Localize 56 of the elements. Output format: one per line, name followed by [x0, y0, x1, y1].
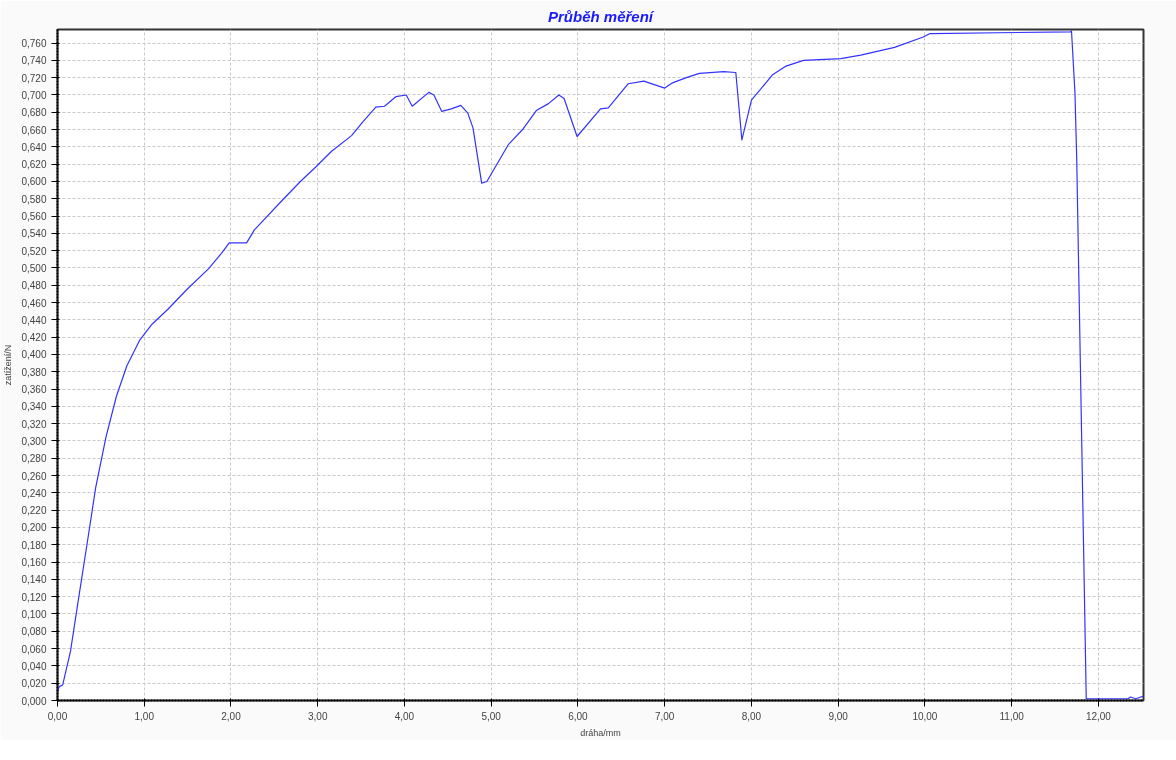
line-series	[57, 30, 1144, 700]
y-tick-label: 0,160	[21, 557, 47, 569]
y-tick-label: 0,540	[21, 228, 47, 240]
y-tick-label: 0,140	[21, 574, 47, 586]
y-tick-label: 0,580	[21, 193, 47, 205]
y-tick-label: 0,560	[21, 211, 47, 223]
x-tick-label: 6,00	[568, 710, 589, 722]
x-tick-label: 10,00	[912, 710, 938, 722]
y-tick-label: 0,220	[21, 505, 47, 517]
y-tick-label: 0,380	[21, 366, 47, 378]
chart-title: Průběh měření	[547, 7, 655, 25]
x-tick-label: 0,00	[47, 710, 68, 722]
y-tick-label: 0,760	[21, 38, 47, 50]
x-tick-label: 3,00	[307, 710, 328, 722]
y-tick-label: 0,740	[21, 55, 47, 67]
y-tick-label: 0,020	[21, 678, 47, 690]
x-tick-label: 8,00	[741, 710, 762, 722]
y-tick-label: 0,480	[21, 280, 47, 292]
y-tick-label: 0,700	[21, 89, 47, 101]
y-tick-label: 0,680	[21, 107, 47, 119]
x-axis-title: dráha/mm	[580, 727, 621, 738]
y-tick-label: 0,660	[21, 124, 47, 136]
y-tick-label: 0,420	[21, 332, 47, 344]
x-tick-label: 12,00	[1085, 710, 1112, 722]
y-tick-label: 0,520	[21, 245, 47, 257]
y-tick-label: 0,300	[21, 435, 47, 447]
y-tick-label: 0,600	[21, 176, 47, 188]
y-tick-label: 0,280	[21, 453, 47, 465]
y-tick-label: 0,240	[21, 487, 47, 499]
y-tick-label: 0,060	[21, 643, 47, 655]
y-tick-label: 0,340	[21, 401, 47, 413]
y-tick-label: 0,400	[21, 349, 47, 361]
y-tick-label: 0,080	[21, 626, 47, 638]
y-tick-label: 0,720	[21, 72, 47, 84]
x-tick-label: 4,00	[394, 710, 415, 722]
y-tick-label: 0,180	[21, 539, 47, 551]
y-tick-label: 0,040	[21, 660, 47, 672]
y-tick-label: 0,100	[21, 609, 47, 620]
x-tick-label: 9,00	[828, 710, 849, 722]
x-tick-label: 11,00	[999, 710, 1025, 722]
y-tick-label: 0,000	[21, 695, 47, 707]
y-tick-label: 0,640	[21, 141, 47, 153]
y-tick-label: 0,260	[21, 470, 47, 482]
x-tick-label: 2,00	[221, 710, 242, 722]
y-tick-label: 0,500	[21, 262, 47, 274]
y-tick-label: 0,360	[21, 384, 47, 396]
y-tick-label: 0,200	[21, 522, 47, 534]
x-tick-label: 5,00	[481, 710, 502, 722]
x-tick-label: 1,00	[134, 710, 155, 722]
y-tick-label: 0,460	[21, 297, 47, 309]
y-tick-label: 0,120	[21, 591, 47, 603]
y-tick-label: 0,320	[21, 418, 47, 430]
x-tick-label: 7,00	[654, 710, 675, 722]
y-tick-label: 0,440	[21, 314, 47, 326]
y-axis-title: zatížení/N	[3, 344, 14, 386]
y-tick-label: 0,620	[21, 159, 47, 171]
